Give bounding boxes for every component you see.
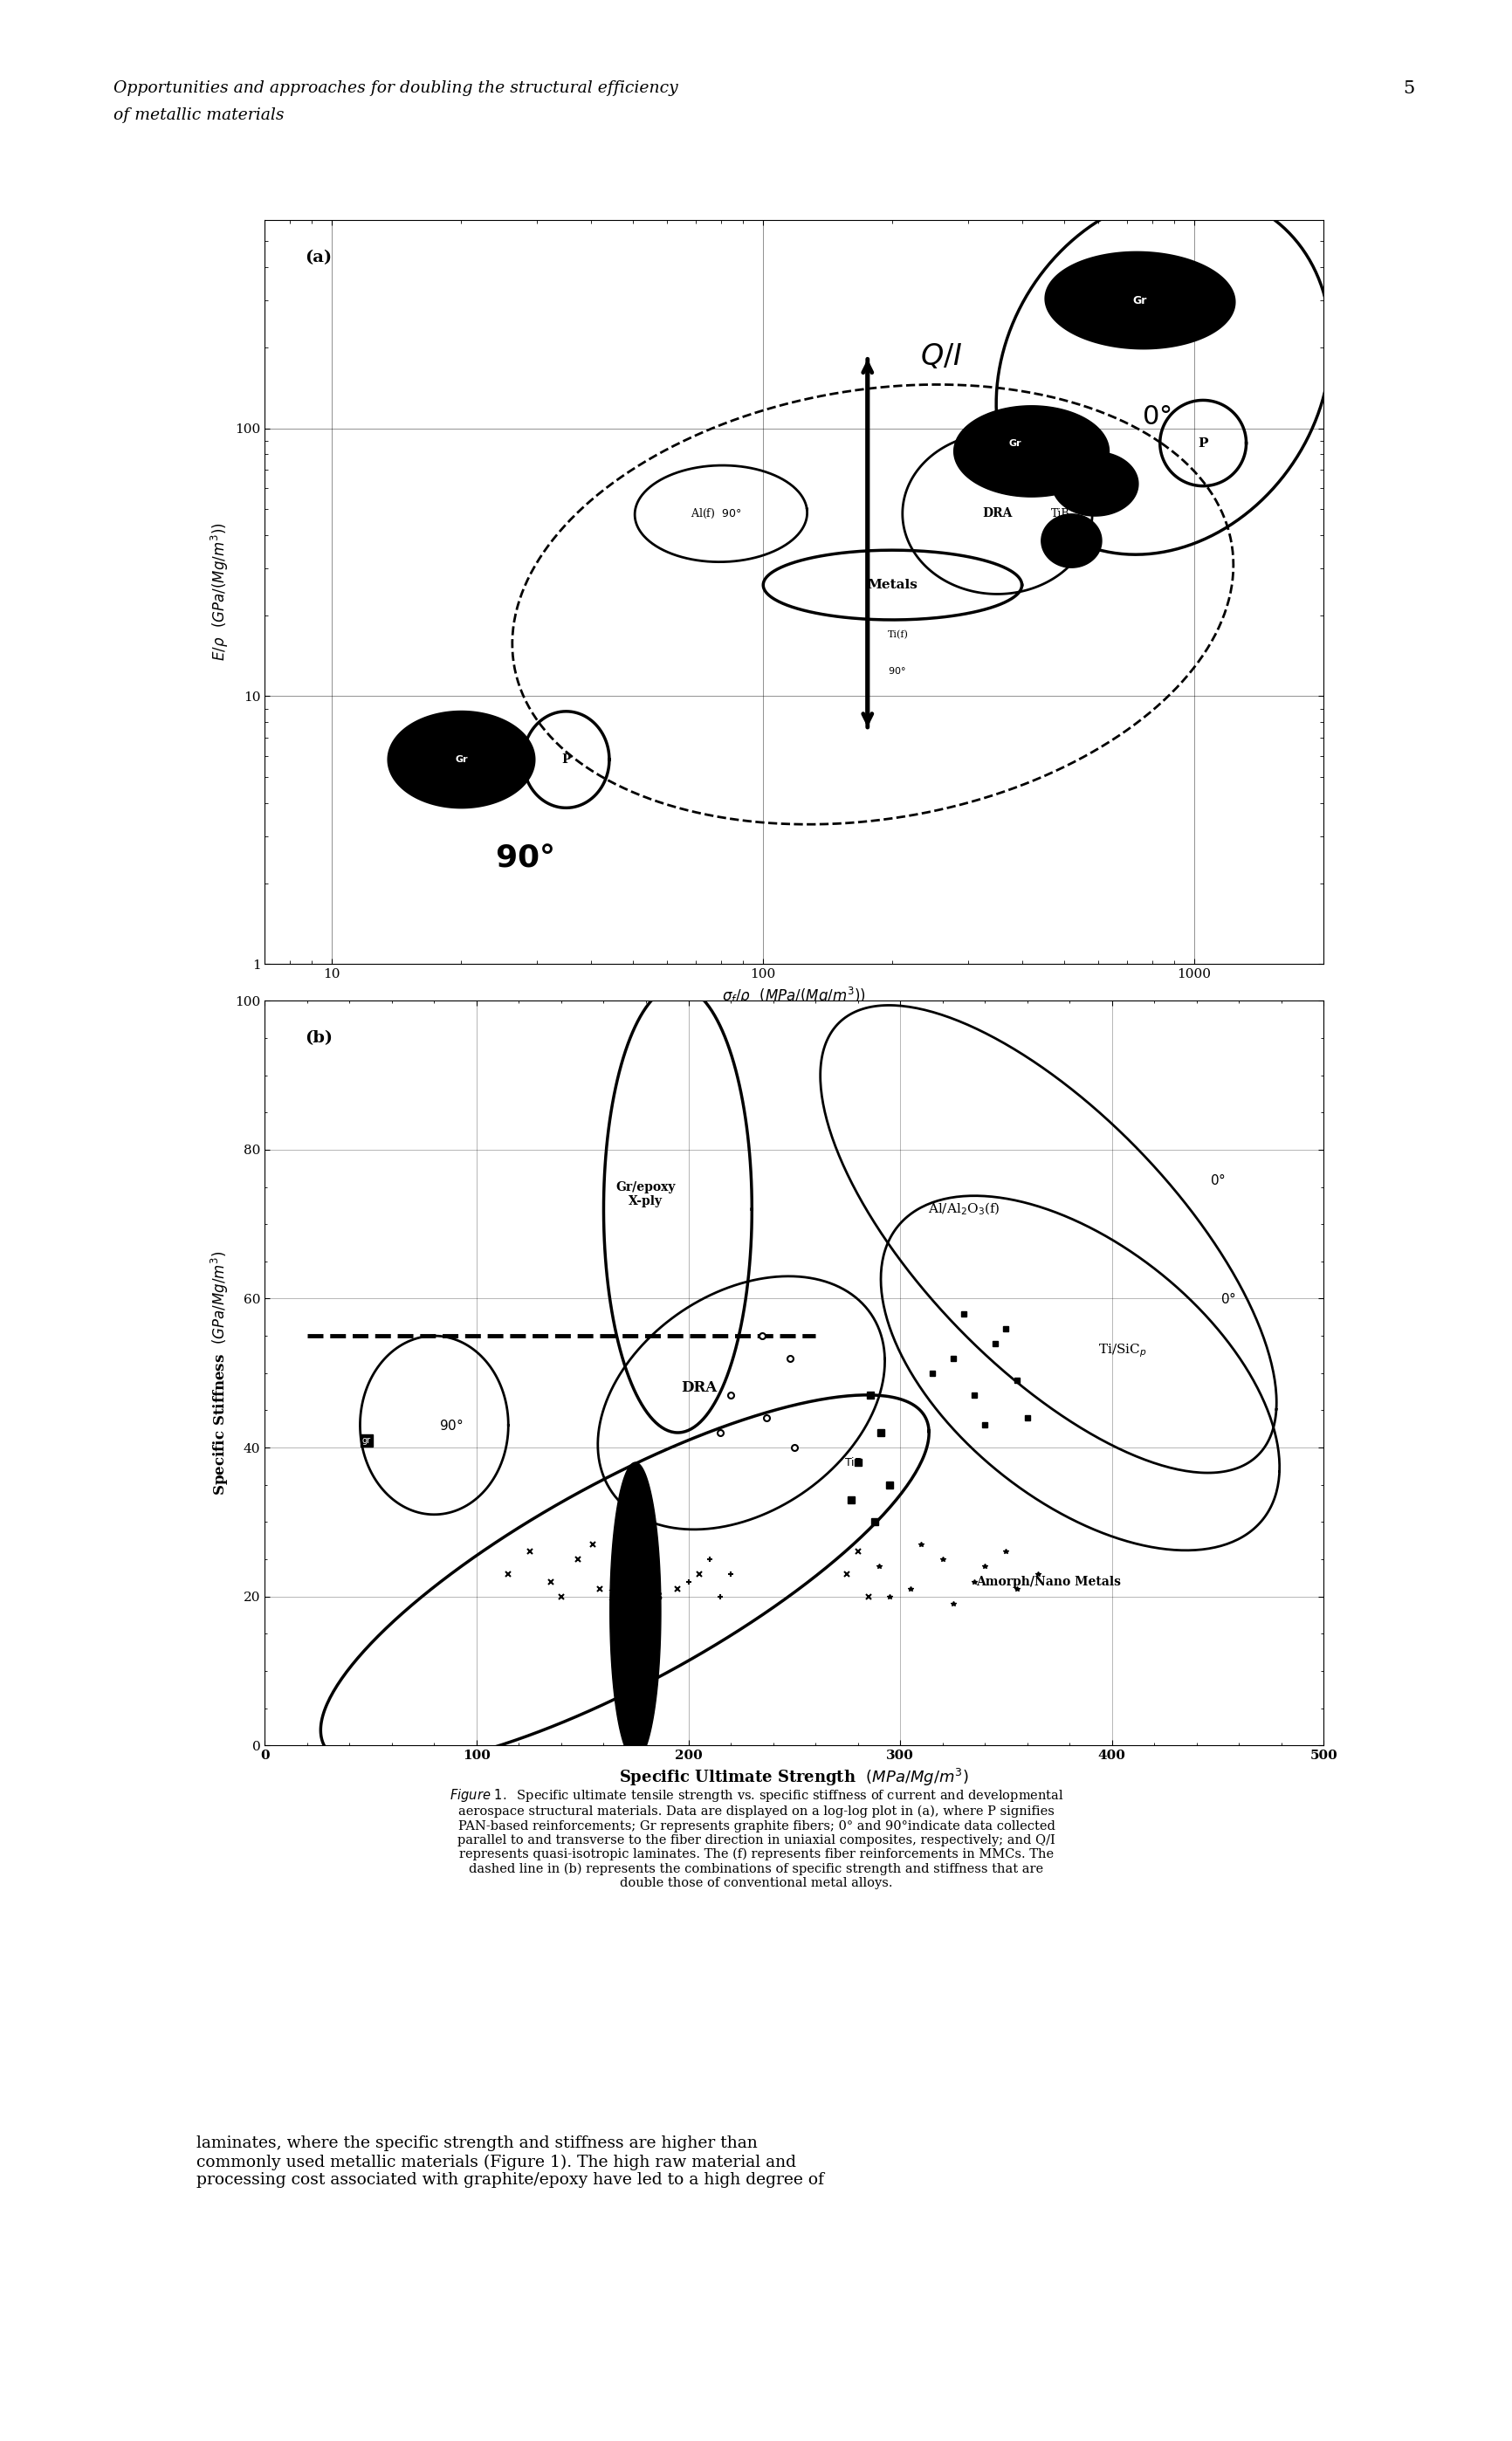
Text: $Q/I$: $Q/I$ (919, 342, 962, 371)
Text: Ti(f): Ti(f) (888, 630, 909, 640)
Text: Gr: Gr (1132, 295, 1146, 305)
Text: DRA: DRA (981, 508, 1012, 520)
Y-axis label: $E/\rho$  $(GPa/(Mg/m^3))$: $E/\rho$ $(GPa/(Mg/m^3))$ (209, 522, 230, 662)
Text: Opportunities and approaches for doubling the structural efficiency: Opportunities and approaches for doublin… (113, 81, 677, 95)
Text: $\mathbf{90°}$: $\mathbf{90°}$ (494, 842, 553, 871)
Text: Gr: Gr (1009, 439, 1021, 447)
X-axis label: $\sigma_f/\rho$  $(MPa/(Mg/m^3))$: $\sigma_f/\rho$ $(MPa/(Mg/m^3))$ (721, 986, 866, 1006)
Text: $\it{Figure\ 1.}$  Specific ultimate tensile strength vs. specific stiffness of : $\it{Figure\ 1.}$ Specific ultimate tens… (449, 1787, 1063, 1889)
Text: $0°$: $0°$ (1142, 403, 1170, 430)
Text: (b): (b) (305, 1030, 333, 1047)
Polygon shape (609, 1462, 661, 1760)
Text: P: P (561, 754, 570, 766)
Text: $0°$: $0°$ (1220, 1291, 1235, 1306)
Polygon shape (903, 432, 1092, 593)
Text: $0°$: $0°$ (1210, 1172, 1225, 1186)
Text: Ti$\mathbf{B}$: Ti$\mathbf{B}$ (844, 1457, 862, 1469)
Text: Al(f) $0°$: Al(f) $0°$ (1067, 437, 1104, 449)
Polygon shape (1051, 452, 1137, 515)
Text: Al/Al$_2$O$_3$(f): Al/Al$_2$O$_3$(f) (927, 1201, 999, 1218)
Text: $90°$: $90°$ (438, 1418, 463, 1433)
Polygon shape (1040, 515, 1101, 569)
Polygon shape (1045, 251, 1234, 349)
Text: Gr: Gr (455, 754, 467, 764)
Text: P: P (1198, 437, 1208, 449)
Text: gr: gr (361, 1435, 370, 1445)
Text: (a): (a) (305, 249, 333, 266)
Text: Al(f)  $90°$: Al(f) $90°$ (691, 508, 741, 520)
Text: Gr/epoxy
X-ply: Gr/epoxy X-ply (615, 1181, 676, 1208)
Text: DRA: DRA (680, 1382, 717, 1396)
Text: Metals: Metals (866, 579, 918, 591)
Text: Metals: Metals (608, 1589, 662, 1604)
Text: $90°$: $90°$ (888, 664, 906, 676)
Text: of metallic materials: of metallic materials (113, 107, 284, 122)
Y-axis label: Specific Stiffness  $(GPa/Mg/m^3)$: Specific Stiffness $(GPa/Mg/m^3)$ (209, 1250, 230, 1496)
Polygon shape (389, 710, 534, 808)
Text: TiB: TiB (1051, 508, 1069, 520)
Text: 5: 5 (1402, 81, 1414, 98)
Text: Ti/SiC$_p$: Ti/SiC$_p$ (1098, 1343, 1146, 1360)
Polygon shape (954, 405, 1108, 498)
Text: laminates, where the specific strength and stiffness are higher than
commonly us: laminates, where the specific strength a… (197, 2136, 824, 2187)
Text: Ti(f) $0°$: Ti(f) $0°$ (1078, 454, 1110, 464)
Text: Amorph/Nano Metals: Amorph/Nano Metals (975, 1574, 1120, 1587)
X-axis label: Specific Ultimate Strength  $(MPa/Mg/m^3)$: Specific Ultimate Strength $(MPa/Mg/m^3)… (618, 1767, 969, 1787)
